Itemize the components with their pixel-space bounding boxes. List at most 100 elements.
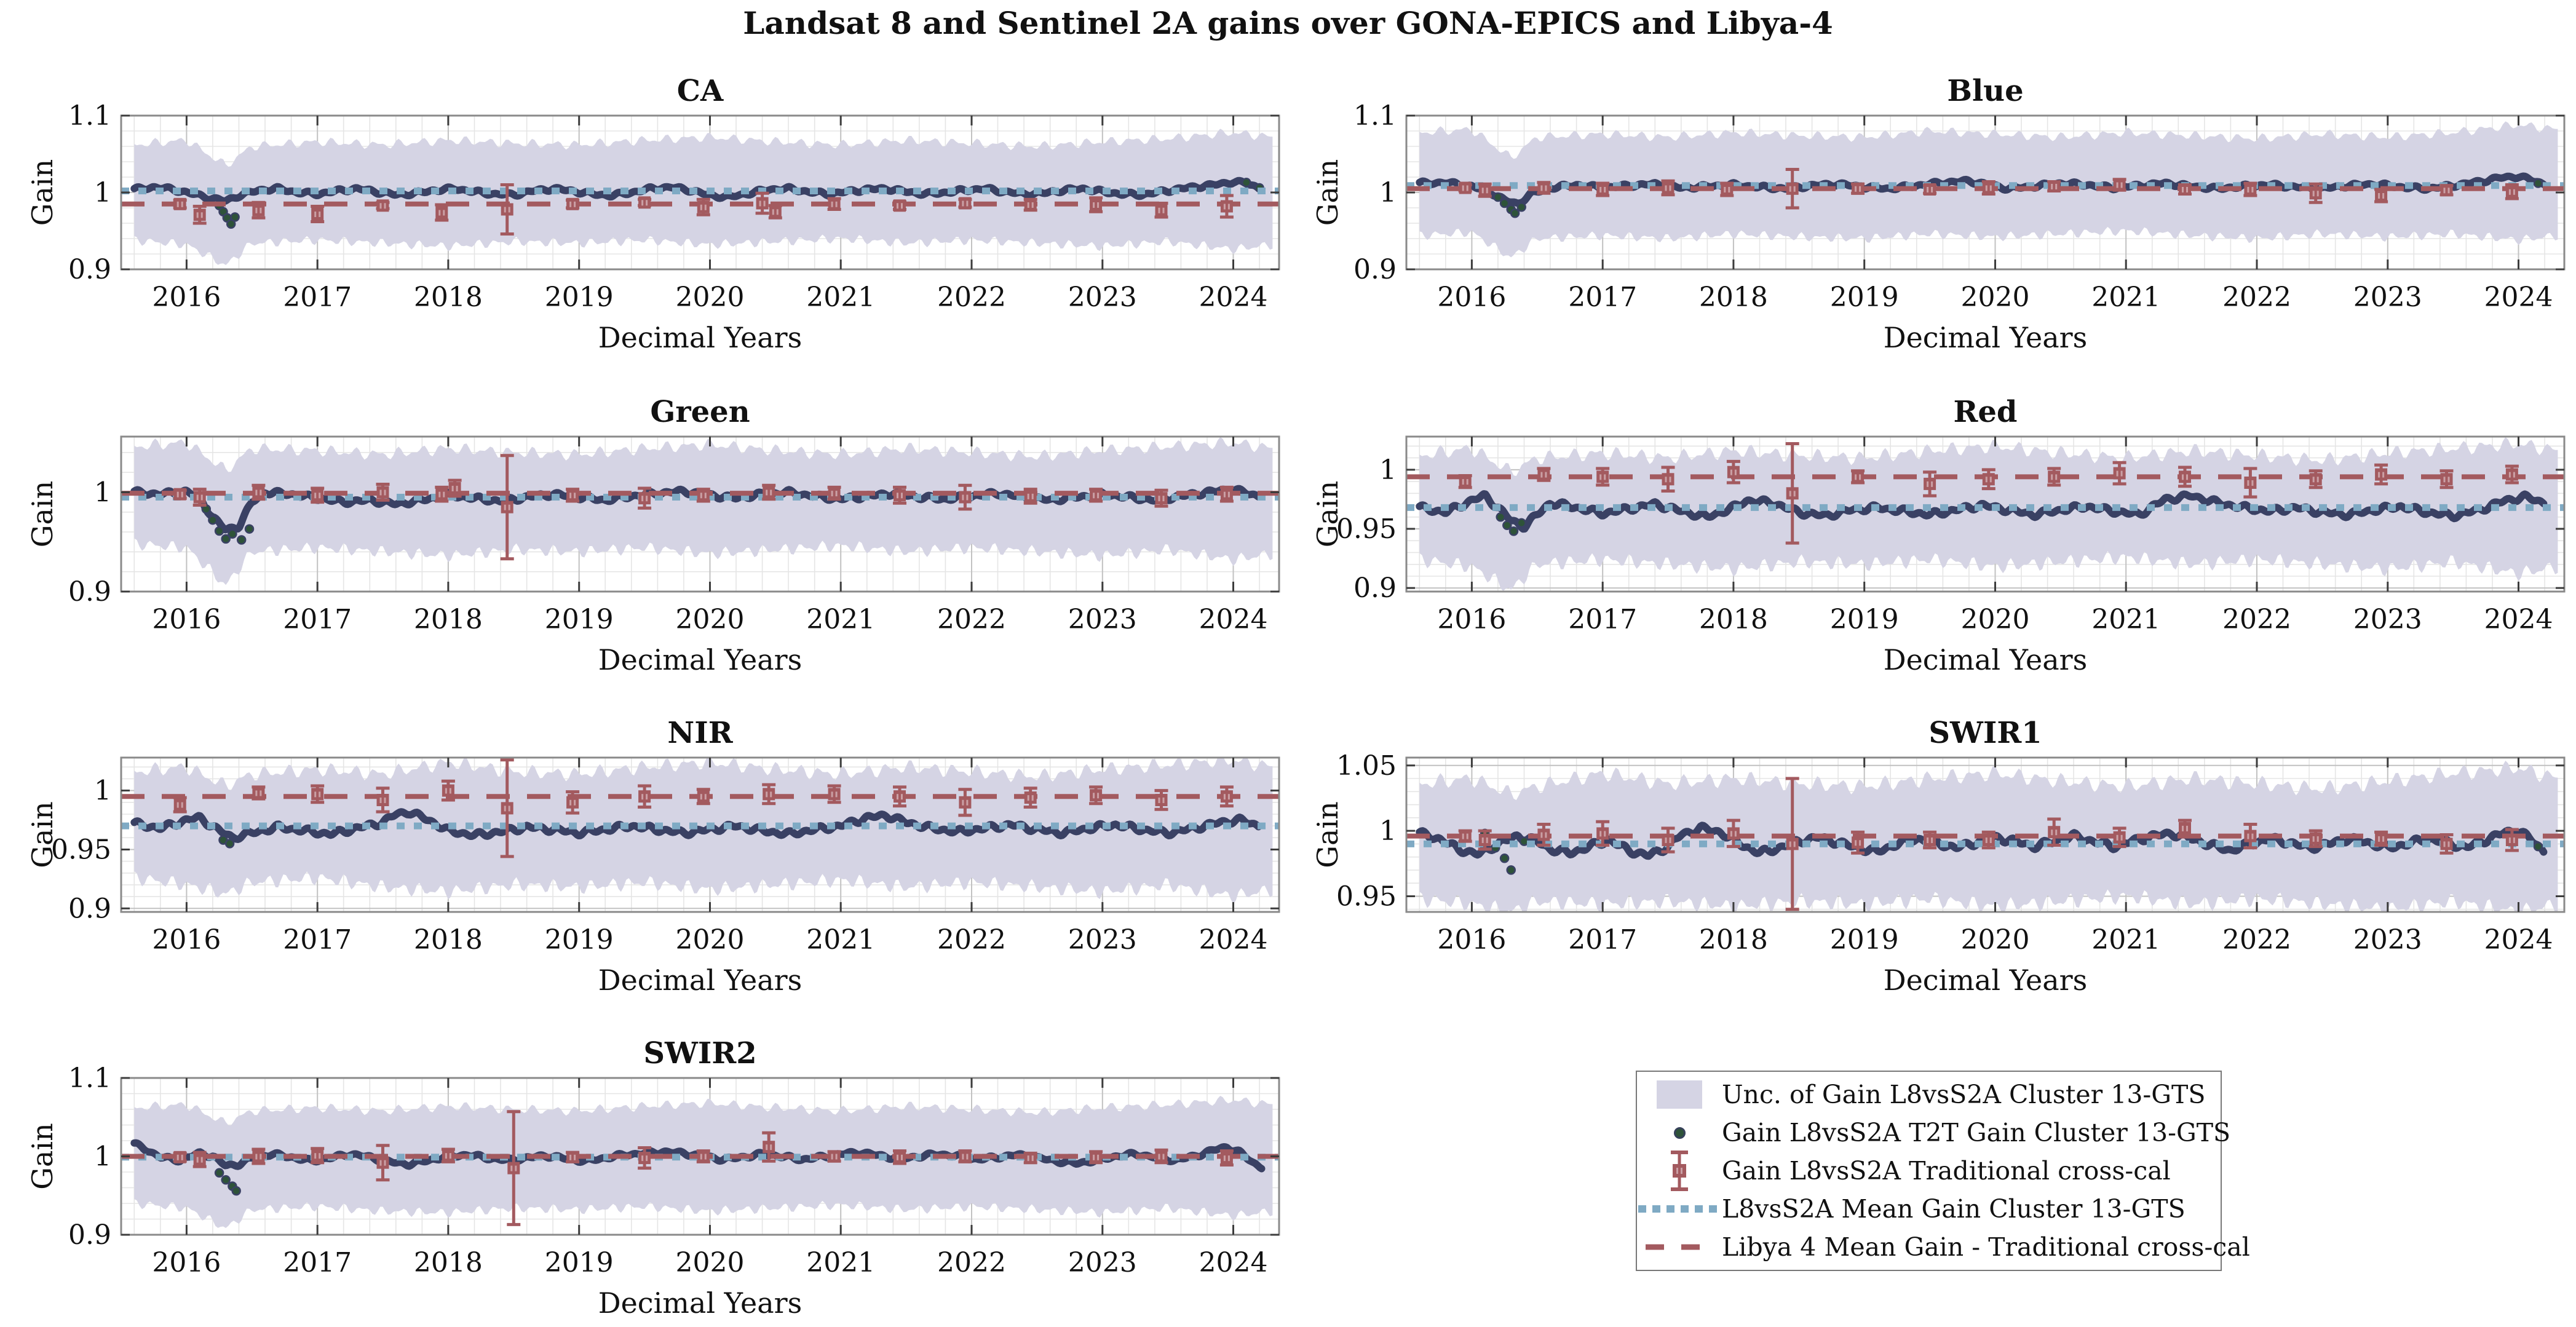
crosscal-errorbars	[173, 183, 1234, 236]
chart-svg-nir: NIR 0.9 0.95 1 2016 2017 2018 2019 2020 2021 2022 2…	[26, 716, 1280, 997]
y-axis-label: Gain	[26, 1123, 59, 1190]
y-tick-label: 1	[94, 1141, 111, 1173]
y-tick-label: 1.1	[68, 100, 111, 132]
subplot-title: Red	[1954, 395, 2018, 429]
t2t-gain-series	[1416, 490, 2548, 533]
subplot-title: Blue	[1947, 74, 2023, 108]
x-tick-label: 2021	[2091, 924, 2160, 956]
x-tick-label: 2016	[1437, 604, 1506, 635]
x-tick-label: 2020	[1961, 604, 2030, 635]
figure-title: Landsat 8 and Sentinel 2A gains over GON…	[743, 5, 1833, 41]
crosscal-errorbars	[173, 1110, 1234, 1226]
x-tick-label: 2023	[2353, 604, 2422, 635]
legend-item-t2t-gain: Gain L8vsS2A T2T Gain Cluster 13-GTS	[1637, 1114, 2230, 1152]
green-dot-icon	[1637, 1127, 1722, 1139]
panel-nir: NIR 0.9 0.95 1 2016 2017 2018 2019 2020 2021 2022 2…	[14, 710, 1293, 1008]
x-tick-label: 2021	[806, 924, 875, 956]
x-tick-label: 2016	[1437, 924, 1506, 956]
chart-svg-ca: CA 0.9 1 1.1 2016 2017 2018 2019 2020 2021 2022 202…	[26, 74, 1280, 354]
chart-svg-blue: Blue 0.9 1 1.1 2016 2017 2018 2019 2020 2021 2022 2…	[1311, 74, 2566, 354]
y-tick-label: 1	[1379, 177, 1397, 208]
panel-blue: Blue 0.9 1 1.1 2016 2017 2018 2019 2020 2021 2022 2…	[1299, 68, 2576, 365]
t2t-gain-series	[130, 808, 1262, 843]
x-tick-label: 2017	[283, 282, 352, 313]
x-tick-label: 2023	[1068, 924, 1137, 956]
tick-marks	[121, 437, 1279, 593]
y-tick-label: 0.95	[1336, 881, 1397, 913]
y-axis-label: Gain	[26, 481, 59, 548]
legend-label: L8vsS2A Mean Gain Cluster 13-GTS	[1722, 1194, 2186, 1224]
x-tick-label: 2022	[2222, 924, 2291, 956]
x-tick-label: 2018	[1699, 282, 1768, 313]
legend-label: Gain L8vsS2A T2T Gain Cluster 13-GTS	[1722, 1118, 2231, 1147]
subplot-title: Green	[650, 395, 750, 429]
x-tick-label: 2019	[1830, 604, 1899, 635]
axes-frame	[120, 756, 1280, 913]
x-axis-label: Decimal Years	[1884, 643, 2088, 676]
x-tick-label: 2020	[676, 924, 745, 956]
x-tick-label: 2017	[283, 924, 352, 956]
y-tick-label: 0.95	[1336, 513, 1397, 545]
x-axis-label: Decimal Years	[598, 1286, 803, 1320]
y-tick-label: 0.9	[68, 893, 111, 924]
x-tick-label: 2016	[152, 1247, 221, 1278]
legend-label: Libya 4 Mean Gain - Traditional cross-ca…	[1722, 1232, 2250, 1262]
y-tick-label: 1.1	[68, 1063, 111, 1094]
errorbar-icon	[1637, 1149, 1722, 1192]
x-tick-label: 2018	[414, 924, 483, 956]
tick-marks	[121, 1077, 1279, 1236]
axes-frame	[120, 435, 1280, 593]
x-tick-label: 2023	[2353, 924, 2422, 956]
x-tick-label: 2017	[283, 1247, 352, 1278]
x-tick-label: 2021	[806, 282, 875, 313]
t2t-green-dots	[218, 835, 235, 849]
chart-svg-swir1: SWIR1 0.95 1 1.05 2016 2017 2018 2019 2020 2021 20…	[1311, 716, 2566, 997]
x-axis-label: Decimal Years	[598, 643, 803, 676]
crosscal-errorbars	[1458, 777, 2519, 911]
crosscal-errorbars	[173, 758, 1234, 858]
x-tick-label: 2020	[676, 1247, 745, 1278]
crosscal-errorbars	[173, 454, 1234, 561]
y-tick-label: 1	[94, 775, 111, 807]
panel-swir2: SWIR2 0.9 1 1.1 2016 2017 2018 2019 2020 2021 2022…	[14, 1030, 1293, 1327]
legend-item-traditional-crosscal: Gain L8vsS2A Traditional cross-cal	[1637, 1149, 2221, 1192]
x-tick-label: 2019	[1830, 282, 1899, 313]
x-tick-label: 2023	[1068, 604, 1137, 635]
x-tick-label: 2020	[676, 282, 745, 313]
subplot-title: CA	[677, 74, 724, 108]
y-axis-label: Gain	[1311, 801, 1344, 868]
x-tick-label: 2024	[1199, 604, 1268, 635]
x-tick-label: 2020	[1961, 282, 2030, 313]
y-axis-label: Gain	[26, 159, 59, 226]
x-tick-label: 2016	[152, 282, 221, 313]
dotted-line-icon	[1637, 1205, 1722, 1213]
x-tick-label: 2022	[2222, 282, 2291, 313]
x-tick-label: 2024	[2484, 924, 2553, 956]
x-tick-label: 2019	[545, 282, 614, 313]
y-tick-label: 1	[1379, 454, 1397, 486]
x-tick-label: 2022	[2222, 604, 2291, 635]
legend-item-mean-cluster: L8vsS2A Mean Gain Cluster 13-GTS	[1637, 1190, 2221, 1228]
legend-label: Unc. of Gain L8vsS2A Cluster 13-GTS	[1722, 1080, 2206, 1109]
y-tick-label: 0.9	[1353, 254, 1397, 285]
x-tick-label: 2024	[1199, 282, 1268, 313]
panel-red: Red 0.9 0.95 1 2016 2017 2018 2019 2020 2021 2022 2…	[1299, 389, 2576, 687]
axes-frame	[1405, 435, 2566, 593]
x-tick-label: 2023	[1068, 282, 1137, 313]
x-tick-label: 2018	[414, 282, 483, 313]
x-tick-label: 2016	[152, 924, 221, 956]
x-tick-label: 2020	[1961, 924, 2030, 956]
tick-marks	[1406, 437, 2564, 592]
y-axis-label: Gain	[26, 801, 59, 868]
dashed-line-icon	[1637, 1244, 1722, 1250]
axes-frame	[1405, 756, 2566, 913]
x-tick-label: 2018	[414, 1247, 483, 1278]
y-tick-label: 1	[94, 177, 111, 208]
x-tick-label: 2024	[2484, 282, 2553, 313]
legend-item-libya-mean: Libya 4 Mean Gain - Traditional cross-ca…	[1637, 1228, 2250, 1266]
y-tick-label: 1	[1379, 815, 1397, 847]
x-axis-label: Decimal Years	[598, 964, 803, 997]
x-tick-label: 2018	[414, 604, 483, 635]
legend-label: Gain L8vsS2A Traditional cross-cal	[1722, 1156, 2171, 1186]
